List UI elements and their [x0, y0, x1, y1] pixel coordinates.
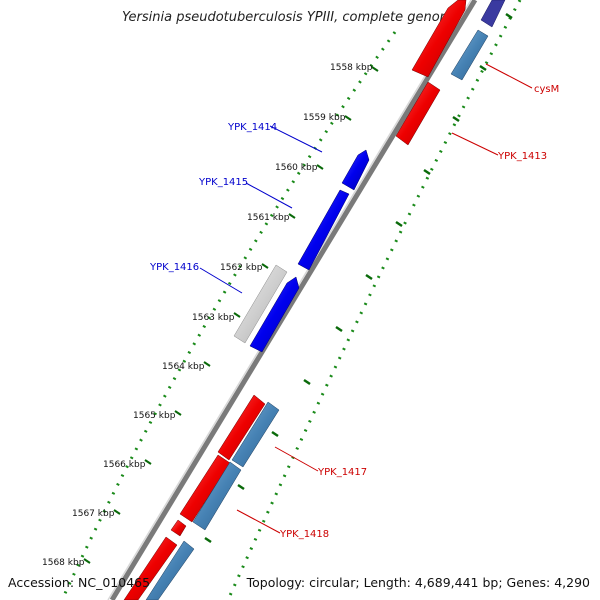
gene-bottom-steel[interactable] — [145, 540, 195, 600]
inner-tick — [204, 536, 212, 544]
kbp-label-1558: 1558 kbp — [330, 63, 373, 73]
tick-1558 — [371, 66, 379, 72]
inner-tick — [452, 115, 460, 123]
gene-ypk-1415-arrow[interactable] — [297, 189, 350, 271]
inner-tick — [271, 430, 279, 438]
inner-tick — [423, 168, 431, 176]
kbp-label-1566: 1566 kbp — [103, 460, 146, 470]
gene-cysm-steel[interactable] — [450, 29, 489, 81]
gene-label-ypk-1417[interactable]: YPK_1417 — [317, 467, 367, 478]
kbp-ticks — [83, 66, 379, 564]
tick-1559 — [344, 115, 352, 121]
inner-tick — [303, 378, 311, 386]
tick-1563 — [233, 312, 241, 318]
tick-1564 — [203, 361, 211, 367]
tick-1560 — [316, 164, 324, 170]
map-title: Yersinia pseudotuberculosis YPIII, compl… — [122, 10, 461, 25]
leader-ypk-1418 — [236, 509, 281, 534]
inner-tick — [505, 12, 513, 20]
kbp-label-1567: 1567 kbp — [72, 509, 115, 519]
inner-tick — [237, 483, 245, 491]
kbp-label-1565: 1565 kbp — [133, 411, 176, 421]
leader-ypk-1414 — [269, 125, 323, 153]
tick-1562 — [261, 263, 269, 269]
gene-top-red-block-2[interactable] — [411, 0, 467, 78]
tick-1561 — [288, 213, 296, 219]
gene-ypk-1418-steel[interactable] — [192, 461, 242, 531]
tick-1568 — [83, 558, 91, 564]
kbp-label-1560: 1560 kbp — [275, 163, 318, 173]
gene-ypk-1417-steel[interactable] — [231, 401, 280, 468]
inner-tick — [395, 220, 403, 228]
genome-summary-text: Topology: circular; Length: 4,689,441 bp… — [246, 575, 590, 590]
gene-label-ypk-1415[interactable]: YPK_1415 — [198, 177, 248, 188]
inner-gc-trace — [226, 0, 522, 600]
gene-label-ypk-1413[interactable]: YPK_1413 — [497, 151, 547, 162]
accession-text: Accession: NC_010465 — [8, 575, 151, 590]
gene-ypk-1416-arrow[interactable] — [249, 276, 300, 353]
backbone-ring — [109, 0, 478, 600]
gene-ypk-1414-arrow[interactable] — [341, 149, 370, 191]
tick-1566 — [144, 459, 152, 465]
kbp-label-1563: 1563 kbp — [192, 313, 235, 323]
kbp-label-1561: 1561 kbp — [247, 213, 290, 223]
gene-top-purple[interactable] — [480, 0, 506, 28]
gene-small-red[interactable] — [170, 519, 187, 537]
inner-tick — [479, 64, 487, 72]
gene-label-ypk-1414[interactable]: YPK_1414 — [227, 122, 277, 133]
kbp-label-1564: 1564 kbp — [162, 362, 205, 372]
kbp-label-1559: 1559 kbp — [303, 113, 346, 123]
tick-1567 — [113, 509, 121, 515]
leader-ypk-1413 — [451, 132, 499, 156]
kbp-label-1562: 1562 kbp — [220, 263, 263, 273]
inner-ticks — [204, 12, 513, 544]
pseudo-gene-block[interactable] — [233, 264, 288, 344]
leader-ypk-1415 — [245, 182, 293, 209]
kbp-label-1568: 1568 kbp — [42, 558, 85, 568]
inner-tick — [335, 325, 343, 333]
gene-bottom-red[interactable] — [123, 536, 178, 600]
leader-ypk-1417 — [274, 446, 319, 472]
gene-label-cysm[interactable]: cysM — [534, 84, 559, 95]
gene-label-ypk-1416[interactable]: YPK_1416 — [149, 262, 199, 273]
tick-1565 — [174, 410, 182, 416]
gene-label-ypk-1418[interactable]: YPK_1418 — [279, 529, 329, 540]
inner-tick — [365, 273, 373, 281]
leader-ypk-1416 — [199, 267, 243, 294]
gene-ypk-1417-red[interactable] — [217, 394, 266, 461]
gene-top-red-block[interactable] — [395, 81, 441, 146]
leader-cysm — [485, 63, 533, 89]
outer-gc-trace — [60, 31, 397, 600]
